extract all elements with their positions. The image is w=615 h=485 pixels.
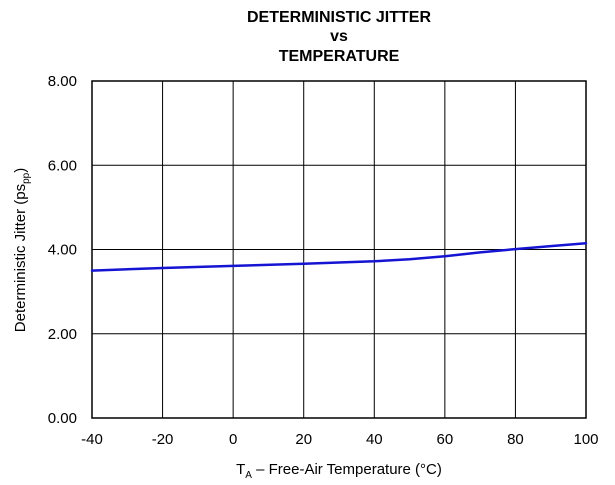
x-tick-label: 40 [366, 431, 383, 448]
x-tick-label: 20 [295, 431, 312, 448]
x-tick-label: 100 [573, 431, 598, 448]
y-axis-title: Deterministic Jitter (pspp) [12, 168, 32, 332]
chart-title-line-2: vs [330, 28, 348, 45]
x-tick-label: -20 [152, 431, 174, 448]
x-axis-title: TA – Free-Air Temperature (°C) [236, 461, 442, 481]
y-tick-label: 4.00 [48, 242, 77, 259]
x-tick-label: 60 [437, 431, 454, 448]
y-tick-label: 8.00 [48, 73, 77, 90]
x-axis-ticks: -40 -20 0 20 40 60 80 100 [81, 431, 598, 448]
chart-title-line-1: DETERMINISTIC JITTER [247, 9, 431, 26]
x-tick-label: 0 [229, 431, 237, 448]
x-axis-title-sub: A [245, 470, 252, 481]
x-tick-label: 80 [507, 431, 524, 448]
chart-title-line-3: TEMPERATURE [279, 48, 400, 65]
x-tick-label: -40 [81, 431, 103, 448]
y-tick-label: 6.00 [48, 157, 77, 174]
y-axis-title-sub: pp [21, 172, 32, 184]
x-axis-title-rest: – Free-Air Temperature (°C) [252, 461, 442, 478]
y-axis-title-main: Deterministic Jitter (ps [12, 184, 29, 332]
plot-frame [91, 80, 587, 419]
x-axis-title-main: T [236, 461, 245, 478]
series-line-0 [90, 241, 588, 272]
y-tick-label: 0.00 [48, 410, 77, 427]
y-axis-ticks: 0.00 2.00 4.00 6.00 8.00 [48, 73, 77, 427]
plot-area [90, 80, 588, 419]
y-tick-label: 2.00 [48, 326, 77, 343]
y-axis-title-rest: ) [12, 168, 29, 173]
